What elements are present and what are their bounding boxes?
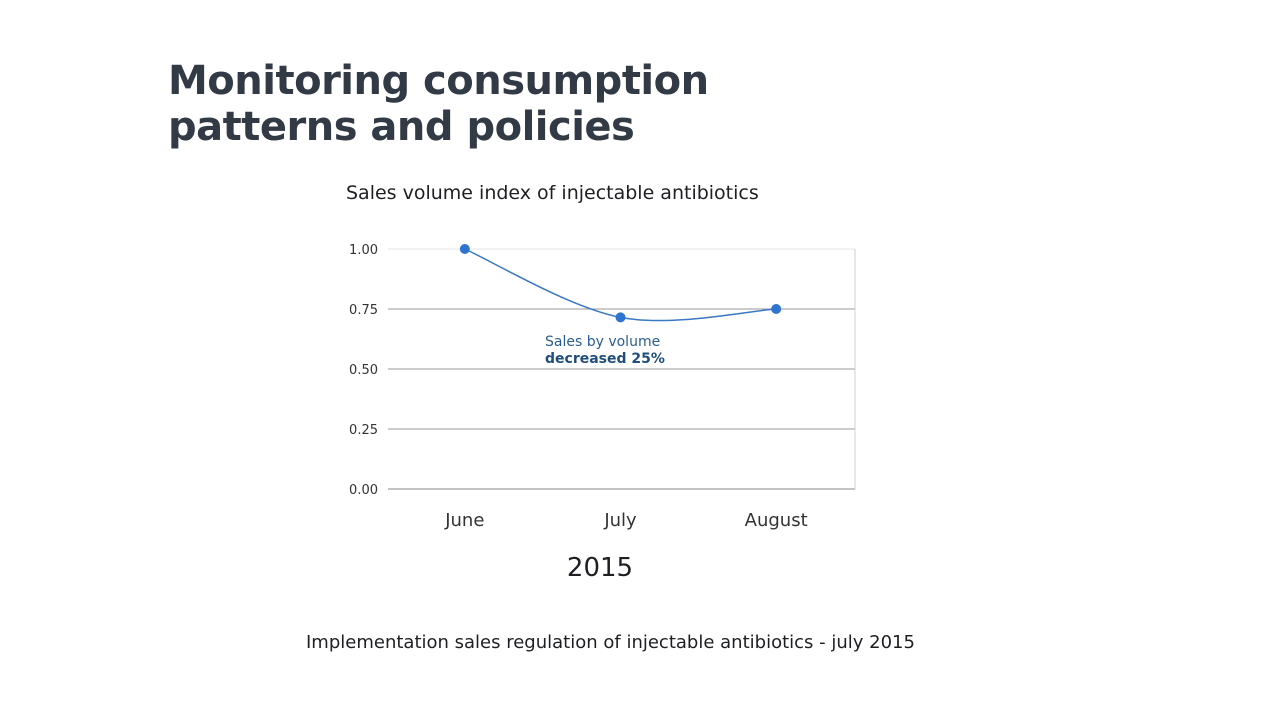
annotation-line-1: Sales by volume: [545, 334, 660, 350]
y-tick-label-0.75: 0.75: [349, 303, 378, 318]
y-tick-label-1.00: 1.00: [349, 243, 378, 258]
x-category-labels: June July August: [444, 510, 807, 531]
y-tick-labels: 0.00 0.25 0.50 0.75 1.00: [349, 243, 378, 498]
x-category-label-july: July: [603, 510, 637, 531]
slide-title-line-1: Monitoring consumption: [168, 58, 709, 104]
y-tick-label-0.00: 0.00: [349, 483, 378, 498]
annotation-line-2: decreased 25%: [545, 351, 665, 367]
slide-title: Monitoring consumption patterns and poli…: [168, 58, 709, 150]
x-axis-title: 2015: [567, 553, 633, 583]
x-category-label-august: August: [745, 510, 808, 531]
y-tick-label-0.50: 0.50: [349, 363, 378, 378]
series-line-0: [464, 248, 777, 322]
footnote: Implementation sales regulation of injec…: [306, 632, 915, 653]
data-point-july: [615, 312, 626, 323]
data-point-august: [771, 304, 782, 314]
y-tick-label-0.25: 0.25: [349, 423, 378, 438]
series: [459, 244, 782, 323]
axes: [388, 249, 856, 490]
x-category-label-june: June: [444, 510, 484, 531]
chart-title: Sales volume index of injectable antibio…: [346, 182, 759, 204]
slide-title-line-2: patterns and policies: [168, 104, 635, 150]
data-point-june: [459, 244, 470, 254]
